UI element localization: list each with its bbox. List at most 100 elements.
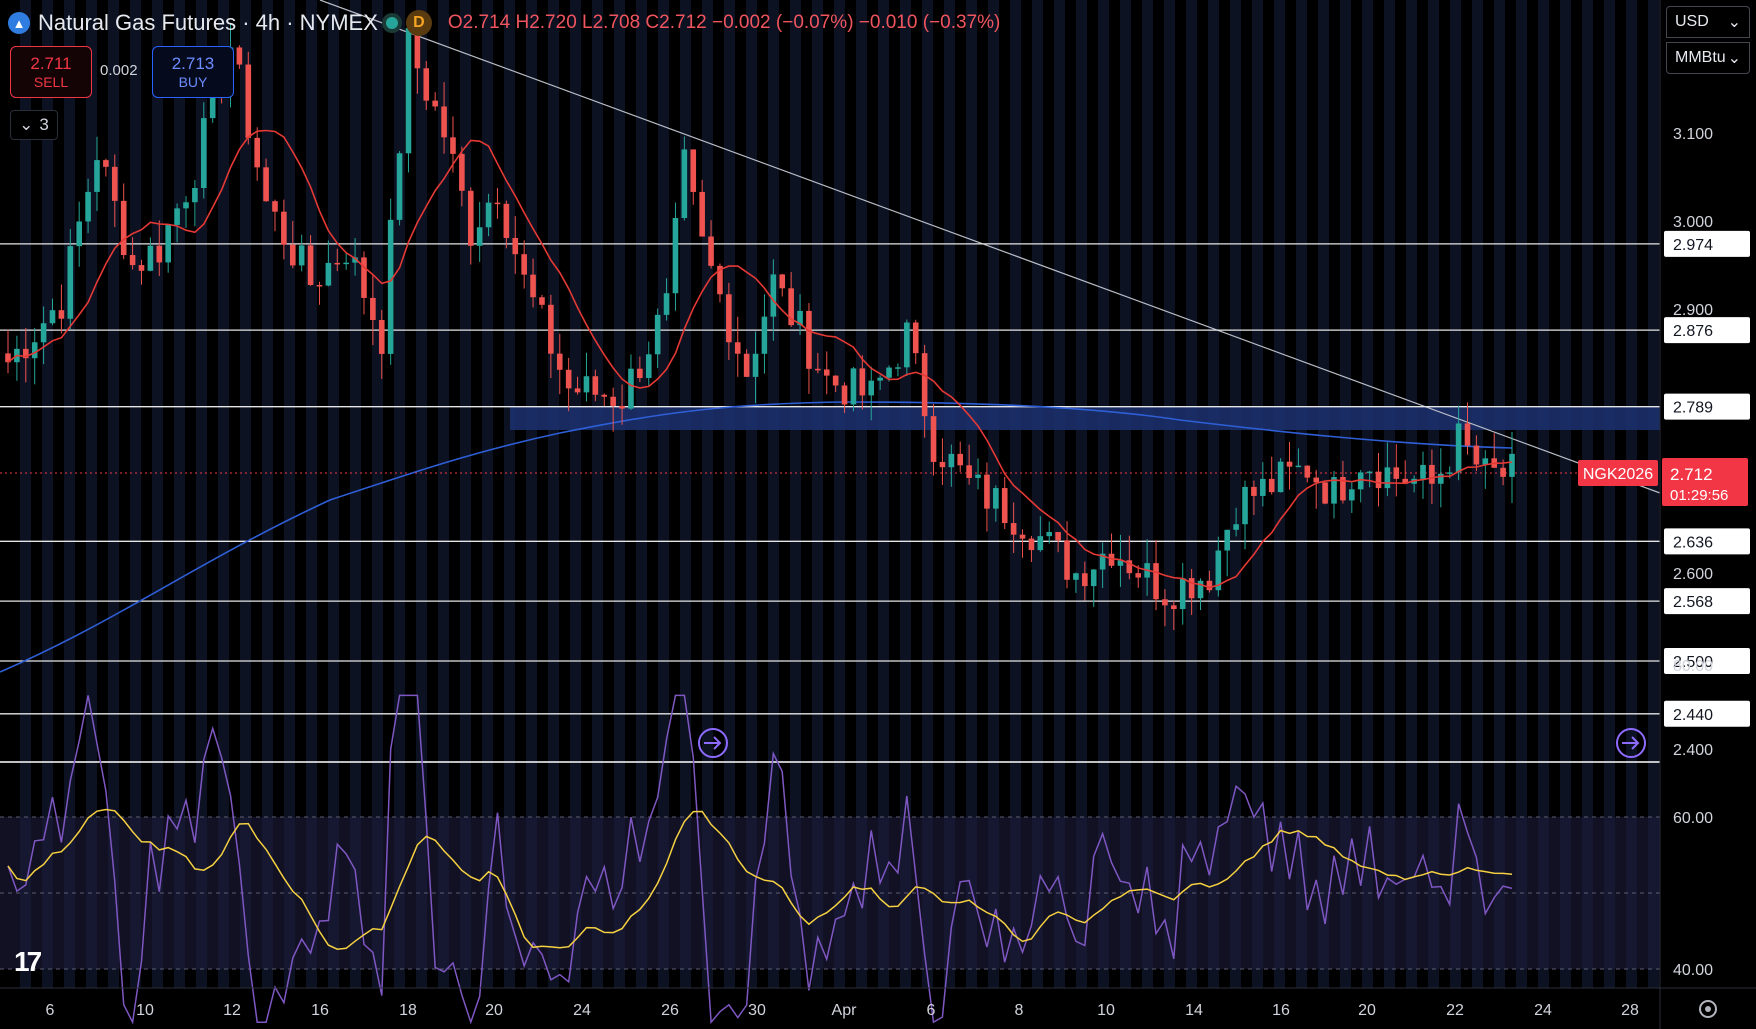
session-band (328, 0, 339, 988)
level-label: 2.500 (1673, 654, 1713, 671)
market-status-icon[interactable] (385, 17, 398, 29)
sell-button[interactable]: 2.711 SELL (10, 46, 92, 98)
candle-body (717, 265, 723, 295)
current-symbol: NGK2026 (1583, 466, 1653, 483)
session-band (1516, 0, 1527, 988)
level-label: 2.636 (1673, 534, 1713, 551)
candle-body (405, 28, 412, 154)
candle-body (40, 323, 47, 343)
time-tick: 10 (136, 1002, 154, 1019)
time-tick: 28 (1621, 1002, 1639, 1019)
level-label: 2.974 (1673, 237, 1713, 254)
candle-body (1162, 599, 1168, 606)
jump-to-realtime-icon[interactable] (698, 728, 728, 758)
time-tick: Apr (832, 1002, 858, 1019)
candle-body (441, 106, 447, 138)
candle-body (1019, 534, 1026, 539)
candle-body (877, 377, 883, 381)
candle-body (610, 396, 616, 406)
candle-body (1375, 471, 1382, 489)
candle-body (904, 322, 910, 368)
candle-body (1251, 486, 1257, 496)
session-band (944, 0, 955, 988)
candle-body (930, 416, 937, 462)
session-band (1472, 0, 1483, 988)
candle-body (539, 297, 545, 305)
fast-moving-average (7, 129, 1513, 589)
price-tick: 2.600 (1673, 566, 1713, 583)
unit-select[interactable]: MMBtu ⌄ (1666, 42, 1750, 74)
candle-body (1090, 569, 1097, 587)
candle-body (752, 353, 759, 377)
candle-body (966, 465, 972, 478)
session-band (768, 0, 779, 988)
candle-body (432, 100, 438, 107)
session-band (306, 0, 317, 988)
scroll-to-latest-icon[interactable] (1616, 728, 1646, 758)
candle-body (1171, 605, 1177, 610)
candle-body (726, 294, 732, 343)
candle-body (574, 388, 581, 393)
candle-body (939, 461, 946, 468)
candle-body (806, 310, 812, 369)
level-tag (1664, 648, 1750, 674)
rsi-ma-line (7, 808, 1513, 950)
current-price-tag: NGK2026 2.712 01:29:56 (1578, 458, 1748, 506)
candle-body (1268, 478, 1275, 493)
current-price: 2.712 (1670, 465, 1713, 484)
candle-body (58, 310, 65, 319)
candle-body (1420, 464, 1426, 479)
candle-body (1455, 423, 1462, 473)
time-tick: 20 (1358, 1002, 1376, 1019)
candle-body (1393, 467, 1400, 479)
level-tag (1664, 700, 1750, 727)
session-band (416, 0, 427, 988)
candle-body (583, 376, 590, 393)
candle-body (1179, 578, 1186, 610)
countdown: 01:29:56 (1670, 487, 1728, 504)
candle-body (165, 224, 171, 263)
candle-body (352, 257, 358, 263)
session-band (152, 0, 163, 988)
candle-body (663, 293, 670, 315)
symbol-title[interactable]: Natural Gas Futures · 4h · NYMEX (38, 10, 378, 35)
ohlc-values: O2.714 H2.720 L2.708 C2.712 −0.002 (−0.0… (447, 12, 1001, 33)
settings-gear-icon[interactable] (1699, 1000, 1717, 1018)
candle-body (1224, 529, 1231, 551)
candle-body (1233, 524, 1239, 530)
time-tick: 6 (927, 1002, 936, 1019)
session-band (1098, 0, 1109, 988)
candle-body (1197, 580, 1204, 599)
level-tag (1664, 230, 1750, 257)
indicators-toggle[interactable]: ⌄ 3 (10, 110, 58, 140)
session-band (1406, 0, 1417, 988)
session-band (658, 0, 669, 988)
session-band (878, 0, 889, 988)
currency-select[interactable]: USD ⌄ (1666, 6, 1750, 38)
candle-body (396, 153, 403, 220)
candle-body (183, 202, 189, 209)
candle-body (823, 369, 830, 376)
candle-body (1206, 580, 1213, 591)
session-band (64, 0, 75, 988)
candle-body (1295, 465, 1302, 468)
candle-body (1046, 532, 1053, 537)
candle-body (316, 284, 323, 287)
data-badge[interactable]: D (405, 10, 432, 36)
candle-body (272, 201, 278, 212)
candle-body (1322, 482, 1328, 504)
candle-body (1135, 573, 1142, 578)
session-band (570, 0, 581, 988)
session-band (1120, 0, 1131, 988)
candle-body (254, 137, 260, 168)
candle-body (1001, 488, 1008, 524)
candle-body (815, 368, 821, 371)
tradingview-logo-icon[interactable]: 17 (14, 946, 42, 977)
candle-body (886, 367, 892, 378)
osc-tick: 40.00 (1673, 962, 1713, 979)
session-band (746, 0, 757, 988)
candle-body (147, 245, 154, 271)
candle-body (948, 453, 955, 468)
buy-button[interactable]: 2.713 BUY (152, 46, 234, 98)
